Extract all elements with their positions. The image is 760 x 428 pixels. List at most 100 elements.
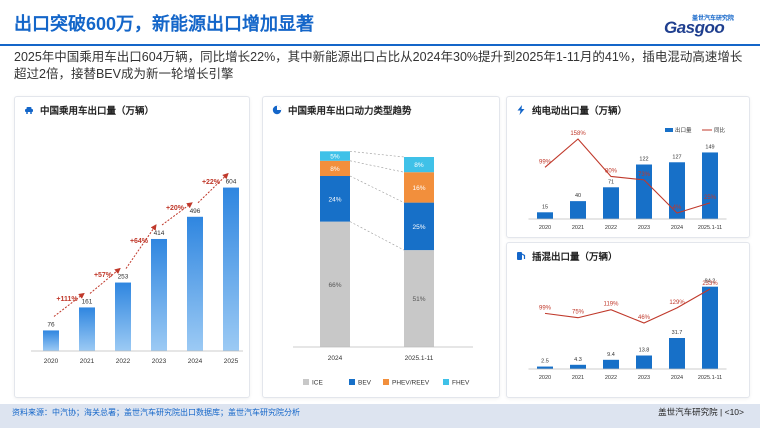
export-bar-2023 — [151, 238, 167, 351]
export-value-2025: 604 — [226, 179, 237, 186]
chart-phev-bar-5 — [702, 286, 718, 369]
car-icon — [25, 107, 33, 114]
legend-label-1: BEV — [358, 380, 372, 387]
panel-powertrain-title: 中国乘用车出口动力类型趋势 — [272, 103, 412, 117]
chart-phev-value-2: 9.4 — [607, 352, 615, 358]
chart-phev-xlabel-5: 2025.1-11 — [698, 375, 722, 381]
chart-bev-yoy-label-5: 25% — [704, 195, 717, 201]
chart-phev-yoy-label-4: 129% — [669, 300, 685, 306]
chart-phev-yoy-line — [544, 288, 711, 324]
powertrain-xlabel-0: 2024 — [328, 355, 343, 362]
export-value-2021: 161 — [82, 298, 93, 305]
chart-phev-bar-2 — [603, 359, 619, 369]
chart-phev-yoy-label-5: 233% — [702, 281, 718, 287]
chart-phev-value-0: 2.5 — [541, 359, 549, 365]
segment-phev-reev-0 — [320, 160, 350, 176]
chart-bev-bar-0 — [537, 212, 553, 219]
chart-bev-bar-3 — [636, 164, 652, 219]
bev-legend-swatch-bar — [665, 128, 673, 132]
growth-label-4: +20% — [166, 205, 185, 212]
segment-label-1-0: 24% — [328, 196, 341, 203]
export-xlabel-2020: 2020 — [44, 358, 59, 365]
legend-swatch-1 — [349, 379, 355, 385]
chart-bev-xlabel-2: 2022 — [605, 225, 617, 231]
segment-label-3-0: 5% — [330, 154, 340, 161]
growth-label-5: +22% — [202, 179, 221, 186]
panel-bev: 纯电动出口量（万辆） 15 2020 40 2021 71 2022 122 2023 127 2… — [506, 96, 750, 238]
chart-bev-value-5: 149 — [705, 144, 714, 150]
connector-line-1 — [349, 175, 405, 203]
chart-bev-yoy-label-2: 80% — [605, 168, 618, 174]
chart-phev-value-5: 84.2 — [705, 279, 716, 285]
segment-ice-1 — [404, 250, 434, 347]
panel-powertrain: 中国乘用车出口动力类型趋势 66% 24% 8% 5% 2024 51% 25% 16% 8% 2… — [262, 96, 500, 398]
segment-label-0-0: 66% — [328, 282, 341, 289]
chart-phev-xlabel-0: 2020 — [539, 375, 551, 381]
segment-label-2-0: 8% — [330, 166, 340, 173]
chart-bev-yoy-label-4: 4% — [673, 205, 682, 211]
export-xlabel-2025: 2025 — [224, 358, 239, 365]
lightning-icon — [517, 105, 525, 115]
title-divider — [0, 44, 760, 46]
chart-bev-bar-2 — [603, 187, 619, 219]
chart-phev-xlabel-2: 2022 — [605, 375, 617, 381]
chart-bev-bar-1 — [570, 201, 586, 219]
growth-arrow-1 — [53, 292, 85, 317]
segment-label-3-1: 8% — [414, 162, 424, 169]
panel-phev-title: 插混出口量（万辆） — [516, 249, 618, 263]
export-chart: 76 2020 161 2021 253 2022 414 2023 496 2024 604 202… — [31, 172, 243, 365]
chart-bev-yoy-label-0: 99% — [539, 159, 552, 165]
segment-label-1-1: 25% — [412, 224, 425, 231]
legend-label-2: PHEV/REEV — [392, 380, 430, 387]
growth-arrow-2 — [89, 267, 121, 294]
logo-en-text: Gasgoo — [664, 18, 725, 37]
chart-bev-bar-4 — [669, 162, 685, 219]
segment-bev-1 — [404, 202, 434, 251]
export-bar-2021 — [79, 307, 95, 351]
footer-divider: | — [720, 407, 725, 417]
powertrain-chart: 66% 24% 8% 5% 2024 51% 25% 16% 8% 2025.1-11 ICE BEV… — [293, 151, 473, 387]
export-value-2024: 496 — [190, 208, 201, 215]
chart-bev-yoy-label-3: 73% — [638, 172, 651, 178]
bev-legend-label-line: 同比 — [714, 126, 726, 134]
chart-bev-xlabel-3: 2023 — [638, 225, 650, 231]
chart-phev-bar-0 — [537, 366, 553, 369]
footer-brand: 盖世汽车研究院 | <10> — [658, 406, 744, 418]
footer-brand-name: 盖世汽车研究院 — [658, 407, 718, 417]
logo-cn-text: 盖世汽车研究院 — [692, 16, 735, 22]
chart-phev-yoy-label-3: 46% — [638, 315, 651, 321]
connector-line-3 — [349, 151, 405, 158]
segment-phev-reev-1 — [404, 172, 434, 203]
page-title: 出口突破600万，新能源出口增加显著 — [14, 14, 315, 34]
chart-bev-xlabel-0: 2020 — [539, 225, 551, 231]
growth-label-2: +57% — [94, 272, 113, 279]
footer-source: 资料来源：中汽协；海关总署；盖世汽车研究院出口数据库；盖世汽车研究院分析 — [12, 408, 300, 417]
export-bar-2020 — [43, 330, 59, 351]
chart-phev-xlabel-3: 2023 — [638, 375, 650, 381]
chart-bev-value-3: 122 — [639, 157, 648, 163]
export-value-2023: 414 — [154, 230, 165, 237]
panel-export: 中国乘用车出口量（万辆） 76 2020 161 2021 253 2022 414 2023… — [14, 96, 250, 398]
growth-arrow-4 — [161, 202, 193, 226]
phev-chart: 2.5 2020 4.3 2021 9.4 2022 13.8 2023 31.7 2024 84.… — [528, 279, 727, 381]
export-xlabel-2023: 2023 — [152, 358, 167, 365]
export-value-2020: 76 — [47, 321, 55, 328]
legend-swatch-2 — [383, 379, 389, 385]
chart-phev-value-1: 4.3 — [574, 357, 582, 363]
chart-bev-yoy-label-1: 158% — [570, 131, 586, 137]
growth-label-3: +64% — [130, 238, 149, 245]
chart-bev-value-2: 71 — [608, 179, 614, 185]
chart-phev-yoy-label-2: 119% — [604, 302, 620, 308]
chart-phev-xlabel-4: 2024 — [671, 375, 683, 381]
growth-arrow-3 — [125, 224, 157, 269]
powertrain-xlabel-1: 2025.1-11 — [405, 355, 434, 362]
export-bar-2024 — [187, 216, 203, 351]
chart-bev-xlabel-5: 2025.1-11 — [698, 225, 722, 231]
chart-bev-value-1: 40 — [575, 193, 581, 199]
chart-phev-bar-3 — [636, 355, 652, 369]
panel-phev-title-text: 插混出口量（万辆） — [532, 252, 618, 263]
export-xlabel-2024: 2024 — [188, 358, 203, 365]
panel-bev-title-text: 纯电动出口量（万辆） — [532, 106, 628, 117]
export-value-2022: 253 — [118, 274, 129, 281]
